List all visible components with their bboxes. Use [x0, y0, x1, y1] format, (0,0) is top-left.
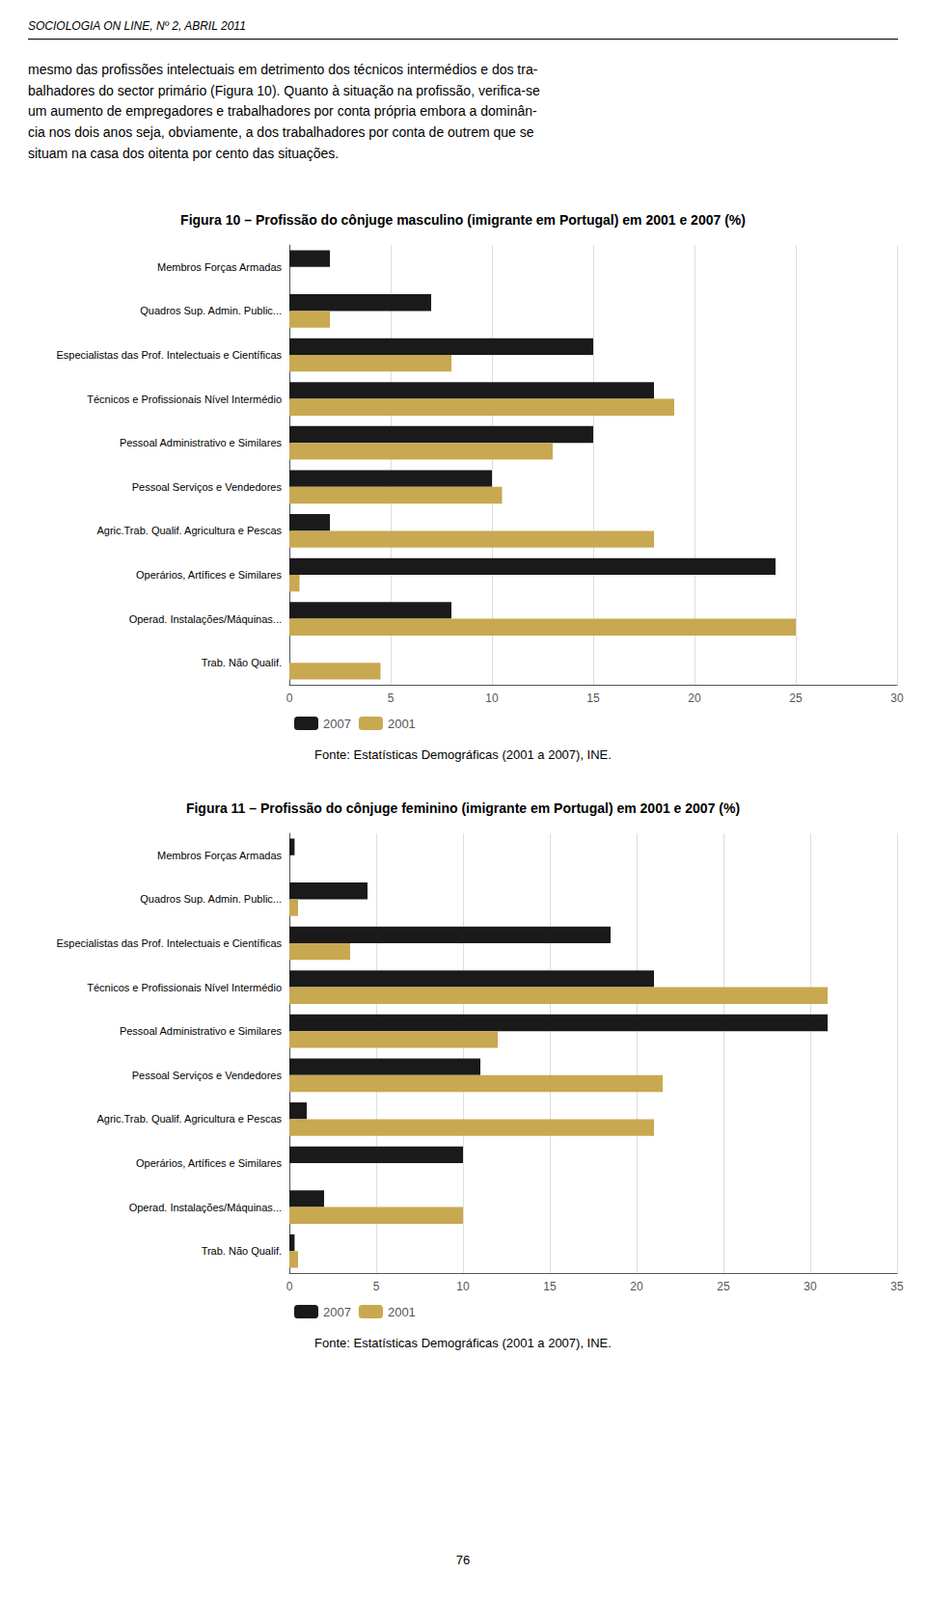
svg-text:15: 15	[586, 691, 600, 706]
svg-text:30: 30	[890, 691, 904, 706]
svg-text:Membros Forças Armadas: Membros Forças Armadas	[157, 261, 282, 273]
svg-text:5: 5	[373, 1280, 381, 1294]
svg-text:Especialistas das Prof. Intele: Especialistas das Prof. Intelectuais e C…	[55, 349, 282, 361]
svg-text:20: 20	[629, 1280, 644, 1294]
svg-text:2007: 2007	[323, 1305, 352, 1320]
html-text:76: 76	[456, 1552, 470, 1568]
html-text:Fonte: Estatísticas Demográfic: Fonte: Estatísticas Demográficas (2001 a…	[314, 1335, 612, 1351]
svg-text:Operários, Artífices e Similar: Operários, Artífices e Similares	[136, 1157, 282, 1170]
svg-text:Pessoal Serviços e Vendedores: Pessoal Serviços e Vendedores	[132, 481, 283, 493]
html-text:cia nos dois anos seja, obviam: cia nos dois anos seja, obviamente, a do…	[27, 124, 534, 140]
svg-text:Técnicos e Profissionais Nível: Técnicos e Profissionais Nível Intermédi…	[86, 393, 282, 406]
svg-text:5: 5	[387, 691, 395, 706]
svg-text:Especialistas das Prof. Intele: Especialistas das Prof. Intelectuais e C…	[55, 937, 282, 950]
svg-text:35: 35	[890, 1280, 904, 1294]
svg-text:2001: 2001	[387, 716, 416, 732]
svg-text:Técnicos e Profissionais Nível: Técnicos e Profissionais Nível Intermédi…	[86, 981, 282, 994]
html-text:balhadores do sector primário: balhadores do sector primário (Figura 10…	[27, 82, 540, 99]
svg-text:10: 10	[456, 1280, 470, 1294]
svg-text:25: 25	[789, 691, 803, 706]
svg-text:2007: 2007	[323, 716, 352, 732]
svg-text:Pessoal Administrativo e Simil: Pessoal Administrativo e Similares	[119, 1025, 283, 1037]
svg-text:2001: 2001	[387, 1305, 416, 1320]
svg-text:30: 30	[803, 1280, 818, 1294]
html-text:SOCIOLOGIA ON LINE, Nº 2, ABRI: SOCIOLOGIA ON LINE, Nº 2, ABRIL 2011	[27, 19, 246, 33]
svg-text:Pessoal Serviços e Vendedores: Pessoal Serviços e Vendedores	[132, 1069, 283, 1082]
html-text:situam na casa dos oitenta por: situam na casa dos oitenta por cento das…	[27, 145, 339, 161]
svg-text:Trab. Não Qualif.: Trab. Não Qualif.	[201, 1245, 282, 1257]
html-text:mesmo das profissões intelectu: mesmo das profissões intelectuais em det…	[27, 61, 538, 78]
svg-text:Pessoal Administrativo e Simil: Pessoal Administrativo e Similares	[119, 436, 283, 449]
svg-text:Operad. Instalações/Máquinas..: Operad. Instalações/Máquinas...	[129, 613, 282, 626]
svg-text:10: 10	[485, 691, 499, 706]
svg-text:0: 0	[286, 1280, 294, 1294]
html-text:Fonte: Estatísticas Demográfic: Fonte: Estatísticas Demográficas (2001 a…	[314, 747, 612, 763]
svg-text:25: 25	[716, 1280, 731, 1294]
html-text:um aumento de empregadores e t: um aumento de empregadores e trabalhador…	[27, 103, 537, 120]
svg-text:Agric.Trab. Qualif. Agricultur: Agric.Trab. Qualif. Agricultura e Pescas	[96, 524, 282, 537]
svg-text:Figura 11 – Profissão do cônju: Figura 11 – Profissão do cônjuge feminin…	[186, 800, 740, 817]
svg-text:Agric.Trab. Qualif. Agricultur: Agric.Trab. Qualif. Agricultura e Pescas	[96, 1113, 282, 1125]
svg-text:Figura 10 – Profissão do cônju: Figura 10 – Profissão do cônjuge masculi…	[180, 212, 746, 228]
svg-text:Quadros Sup. Admin. Public...: Quadros Sup. Admin. Public...	[139, 893, 282, 905]
svg-text:20: 20	[687, 691, 702, 706]
svg-text:Trab. Não Qualif.: Trab. Não Qualif.	[201, 656, 282, 669]
svg-text:Operad. Instalações/Máquinas..: Operad. Instalações/Máquinas...	[129, 1201, 282, 1214]
svg-text:Quadros Sup. Admin. Public...: Quadros Sup. Admin. Public...	[139, 304, 282, 317]
svg-text:Operários, Artífices e Similar: Operários, Artífices e Similares	[136, 569, 282, 581]
svg-text:15: 15	[543, 1280, 557, 1294]
svg-text:Membros Forças Armadas: Membros Forças Armadas	[157, 849, 282, 862]
svg-text:0: 0	[286, 691, 294, 706]
